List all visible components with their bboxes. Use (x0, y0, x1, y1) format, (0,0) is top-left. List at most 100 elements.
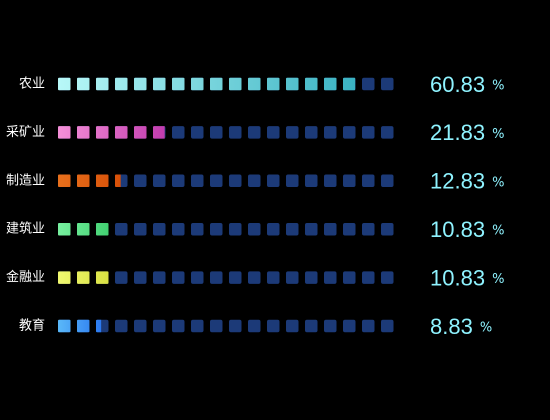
track-block (362, 77, 375, 91)
bar-block (77, 271, 90, 284)
track-block (305, 222, 318, 236)
track-block (172, 222, 185, 236)
value-label: 21.83 (430, 120, 485, 145)
track-block (305, 319, 318, 333)
bar-block (58, 174, 71, 188)
bar-block (115, 174, 121, 188)
category-label: 农业 (19, 77, 45, 92)
track-block (210, 222, 223, 236)
track-block (362, 126, 375, 139)
track-block (267, 271, 280, 284)
bar (58, 126, 165, 139)
bar-block (153, 77, 166, 91)
value-label: 10.83 (430, 217, 485, 242)
track-block (172, 126, 185, 139)
track-block (115, 271, 128, 284)
track-block (248, 271, 261, 284)
track-block (115, 222, 128, 236)
track-block (248, 319, 261, 333)
category-label: 金融业 (6, 269, 45, 285)
bar-block (134, 77, 147, 91)
bar-block (58, 126, 71, 139)
bar-block (324, 77, 337, 91)
track-block (210, 174, 223, 188)
category-label: 教育 (19, 318, 45, 334)
track-block (267, 174, 280, 188)
track-block (229, 319, 242, 333)
track-block (172, 271, 185, 284)
track-block (381, 174, 394, 188)
track-block (191, 271, 204, 284)
bar-block (58, 222, 71, 236)
value-label: 60.83 (430, 72, 485, 97)
track-block (343, 222, 356, 236)
track-block (210, 126, 223, 139)
track-block (115, 319, 128, 333)
track-block (324, 271, 337, 284)
category-label: 采矿业 (6, 125, 45, 140)
track-block (248, 126, 261, 139)
value-label: 8.83 (430, 314, 473, 339)
bar-block (191, 77, 204, 91)
bar-block (58, 77, 71, 91)
track-block (305, 174, 318, 188)
bar-block (77, 174, 90, 188)
track-block (229, 222, 242, 236)
bar-block (58, 319, 71, 333)
track-block (286, 271, 299, 284)
bar-block (115, 77, 128, 91)
track-block (229, 271, 242, 284)
track (58, 319, 394, 333)
track-block (343, 126, 356, 139)
track-block (134, 222, 147, 236)
track-block (153, 271, 166, 284)
track-block (267, 319, 280, 333)
bar-block (77, 77, 90, 91)
track-block (248, 174, 261, 188)
track-block (381, 271, 394, 284)
track-block (362, 174, 375, 188)
track-block (210, 319, 223, 333)
track-block (210, 271, 223, 284)
track-block (191, 126, 204, 139)
bar-block (96, 126, 109, 139)
track-block (134, 174, 147, 188)
track-block (286, 126, 299, 139)
track-block (362, 222, 375, 236)
bar-block (305, 77, 318, 91)
bar-block (267, 77, 280, 91)
track-block (381, 222, 394, 236)
bar-block (134, 126, 147, 139)
track-block (172, 174, 185, 188)
track-block (324, 222, 337, 236)
track-block (229, 174, 242, 188)
category-label: 建筑业 (6, 221, 45, 237)
bar-block (77, 126, 90, 139)
bar-block (286, 77, 299, 91)
bar (58, 271, 109, 284)
track-block (305, 126, 318, 139)
bar (58, 319, 102, 333)
bar-block (96, 77, 109, 91)
unit-label: % (492, 175, 504, 190)
unit-label: % (480, 321, 492, 336)
bar-block (96, 319, 102, 333)
track-block (286, 222, 299, 236)
track-block (267, 126, 280, 139)
track-block (381, 77, 394, 91)
bar-block (343, 77, 356, 91)
bar (58, 77, 356, 91)
category-label: 制造业 (6, 173, 45, 188)
track-block (324, 319, 337, 333)
track-block (153, 174, 166, 188)
track-block (134, 319, 147, 333)
track-block (153, 222, 166, 236)
bar-block (229, 77, 242, 91)
track-block (172, 319, 185, 333)
track-block (153, 319, 166, 333)
track-block (229, 126, 242, 139)
unit-label: % (492, 127, 504, 142)
bar-block (96, 222, 109, 236)
track-block (362, 271, 375, 284)
track-block (286, 319, 299, 333)
